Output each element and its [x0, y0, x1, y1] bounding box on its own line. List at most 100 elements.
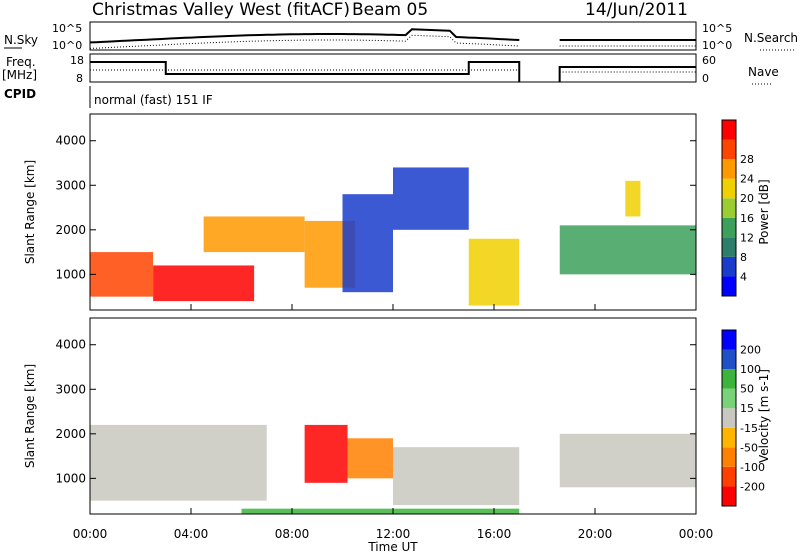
power-heatmap	[90, 114, 696, 310]
colorbar-tick-label: -15	[740, 422, 758, 435]
nave-bottom-tick: 0	[702, 72, 709, 85]
velocity-ylabel: Slant Range [km]	[23, 364, 37, 468]
colorbar-swatch	[722, 178, 736, 199]
colorbar-swatch	[722, 466, 736, 487]
colorbar-tick-label: 12	[740, 231, 754, 244]
power-colorbar: 4 8 12 16 20 24 28	[721, 119, 754, 297]
freq-bottom-tick: 8	[76, 72, 83, 85]
cpid-text: normal (fast) 151 IF	[94, 93, 213, 107]
colorbar-tick-label: 15	[740, 402, 754, 415]
colorbar-tick-label: -200	[740, 480, 765, 493]
heatmap-region	[393, 167, 469, 230]
freq-top-tick: 18	[70, 54, 84, 67]
y-tick-label: 1000	[55, 471, 86, 485]
nsky-bottom-tick: 10^0	[52, 39, 82, 52]
colorbar-swatch	[722, 217, 736, 238]
heatmap-region	[90, 424, 267, 501]
velocity-colorbar: -200 -100 -50 -15 15 50 100 200	[721, 329, 765, 507]
x-tick-label: 04:00	[174, 527, 209, 541]
velocity-colorbar-label: Velocity [m s-1]	[757, 369, 771, 463]
colorbar-tick-label: -100	[740, 461, 765, 474]
velocity-yticks: 1000 2000 3000 4000	[55, 338, 696, 485]
colorbar-tick-label: -50	[740, 441, 758, 454]
x-tick-label: 20:00	[578, 527, 613, 541]
colorbar-tick-label: 20	[740, 192, 754, 205]
y-tick-label: 3000	[55, 178, 86, 192]
colorbar-swatch	[722, 198, 736, 218]
nsky-label: N.Sky	[4, 33, 38, 47]
nsearch-top-tick: 10^5	[702, 22, 732, 35]
power-yticks: 1000 2000 3000 4000	[55, 134, 696, 281]
colorbar-swatch	[722, 276, 736, 296]
heatmap-region	[90, 252, 154, 297]
nsky-strip	[89, 21, 697, 51]
nsearch-line	[89, 34, 520, 49]
nsky-traces	[89, 28, 696, 49]
colorbar-tick-label: 4	[740, 270, 747, 283]
colorbar-swatch	[722, 427, 736, 448]
heatmap-region	[153, 265, 255, 302]
x-tick-label: 00:00	[679, 527, 714, 541]
nsearch-bottom-tick: 10^0	[702, 39, 732, 52]
colorbar-tick-label: 24	[740, 173, 754, 186]
cpid-label: CPID	[4, 87, 36, 101]
nave-label: Nave	[748, 65, 779, 79]
colorbar-swatch	[722, 330, 736, 350]
nsky-top-tick: 10^5	[52, 22, 82, 35]
colorbar-swatch	[722, 349, 736, 370]
heatmap-region	[203, 216, 305, 253]
colorbar-tick-label: 50	[740, 383, 754, 396]
freq-label-2: [MHz]	[2, 68, 37, 82]
heatmap-region	[625, 180, 641, 217]
y-tick-label: 2000	[55, 223, 86, 237]
heatmap-region	[468, 238, 520, 306]
power-ylabel: Slant Range [km]	[23, 160, 37, 264]
nsearch-label: N.Search	[744, 31, 798, 45]
date-label: 14/Jun/2011	[585, 0, 688, 20]
colorbar-swatch	[722, 139, 736, 160]
freq-label-1: Freq.	[6, 55, 36, 69]
colorbar-tick-label: 200	[740, 344, 761, 357]
y-tick-label: 3000	[55, 382, 86, 396]
colorbar-swatch	[722, 408, 736, 428]
velocity-heatmap	[90, 318, 696, 514]
colorbar-frame	[721, 329, 737, 507]
y-tick-label: 1000	[55, 267, 86, 281]
x-tick-label: 12:00	[376, 527, 411, 541]
heatmap-region	[559, 433, 696, 488]
colorbar-swatch	[722, 237, 736, 257]
data-gap	[524, 318, 560, 514]
colorbar-swatch	[722, 256, 736, 277]
colorbar-tick-label: 28	[740, 153, 754, 166]
colorbar-tick-label: 16	[740, 212, 754, 225]
colorbar-swatch	[722, 159, 736, 179]
time-axis-ticks: 00:00 04:00 08:00 12:00 16:00 20:00 00:00	[73, 304, 714, 541]
nsky-line	[89, 28, 520, 44]
station-title: Christmas Valley West (fitACF)	[92, 0, 350, 20]
colorbar-tick-label: 100	[740, 363, 761, 376]
colorbar-tick-label: 8	[740, 251, 747, 264]
freq-traces	[90, 61, 696, 82]
heatmap-region	[393, 447, 520, 506]
heatmap-region	[342, 194, 393, 293]
heatmap-region	[304, 424, 348, 483]
heatmap-region	[559, 225, 696, 275]
y-tick-label: 2000	[55, 427, 86, 441]
colorbar-swatch	[722, 388, 736, 409]
heatmap-region	[241, 508, 520, 514]
colorbar-swatch	[722, 120, 736, 140]
nave-top-tick: 60	[702, 54, 716, 67]
colorbar-swatch	[722, 369, 736, 389]
x-tick-label: 16:00	[477, 527, 512, 541]
colorbar-swatch	[722, 486, 736, 506]
freq-line	[90, 61, 521, 82]
colorbar-frame	[721, 119, 737, 297]
freq-line	[558, 66, 696, 82]
colorbar-swatch	[722, 447, 736, 467]
x-tick-label: 00:00	[73, 527, 108, 541]
y-tick-label: 4000	[55, 338, 86, 352]
heatmap-region	[347, 438, 393, 479]
x-tick-label: 08:00	[275, 527, 310, 541]
power-colorbar-label: Power [dB]	[757, 179, 771, 244]
